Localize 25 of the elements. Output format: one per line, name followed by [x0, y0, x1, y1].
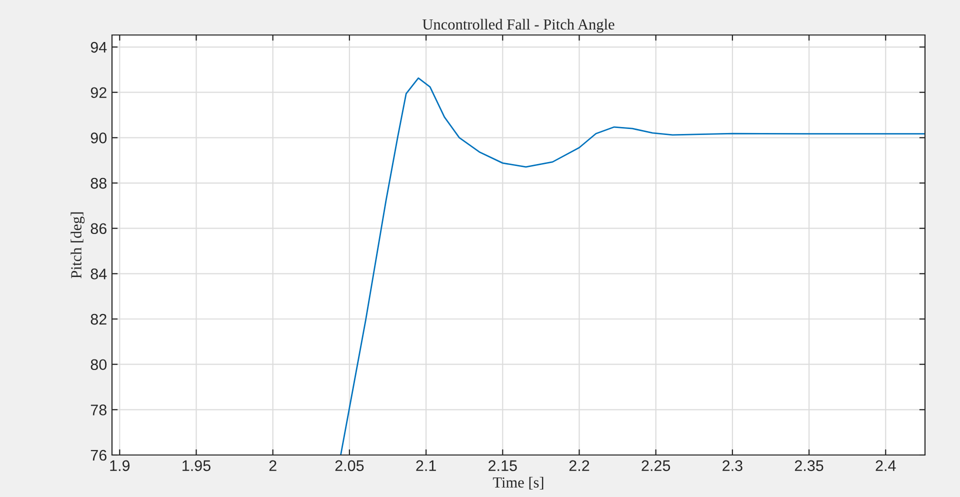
- y-tick-label: 90: [90, 132, 107, 144]
- y-tick-label: 92: [90, 87, 106, 98]
- x-tick-label: 2.25: [642, 460, 670, 472]
- x-tick-label: 2.15: [488, 460, 517, 472]
- x-axis-title: Time [s]: [492, 476, 544, 490]
- y-tick-label: 88: [90, 178, 106, 189]
- y-tick-label: 84: [90, 268, 107, 280]
- y-tick-label: 78: [90, 404, 106, 416]
- x-tick-label: 2: [269, 460, 276, 471]
- chart-title: Uncontrolled Fall - Pitch Angle: [422, 18, 614, 33]
- x-tick-label: 2.05: [335, 460, 364, 472]
- x-tick-label: 2.3: [722, 460, 742, 472]
- x-tick-label: 1.9: [110, 460, 130, 472]
- x-tick-label: 1.95: [182, 460, 210, 472]
- y-tick-label: 94: [90, 42, 107, 53]
- y-tick-label: 82: [90, 314, 106, 325]
- x-tick-label: 2.4: [876, 460, 896, 471]
- y-tick-label: 76: [90, 450, 106, 461]
- line-series: [340, 77, 925, 455]
- y-tick-label: 86: [90, 223, 106, 234]
- x-tick-label: 2.1: [416, 460, 436, 471]
- y-axis-title: Pitch [deg]: [70, 212, 85, 278]
- x-tick-label: 2.35: [794, 460, 824, 472]
- x-tick-label: 2.2: [569, 460, 590, 471]
- y-tick-label: 80: [90, 359, 107, 370]
